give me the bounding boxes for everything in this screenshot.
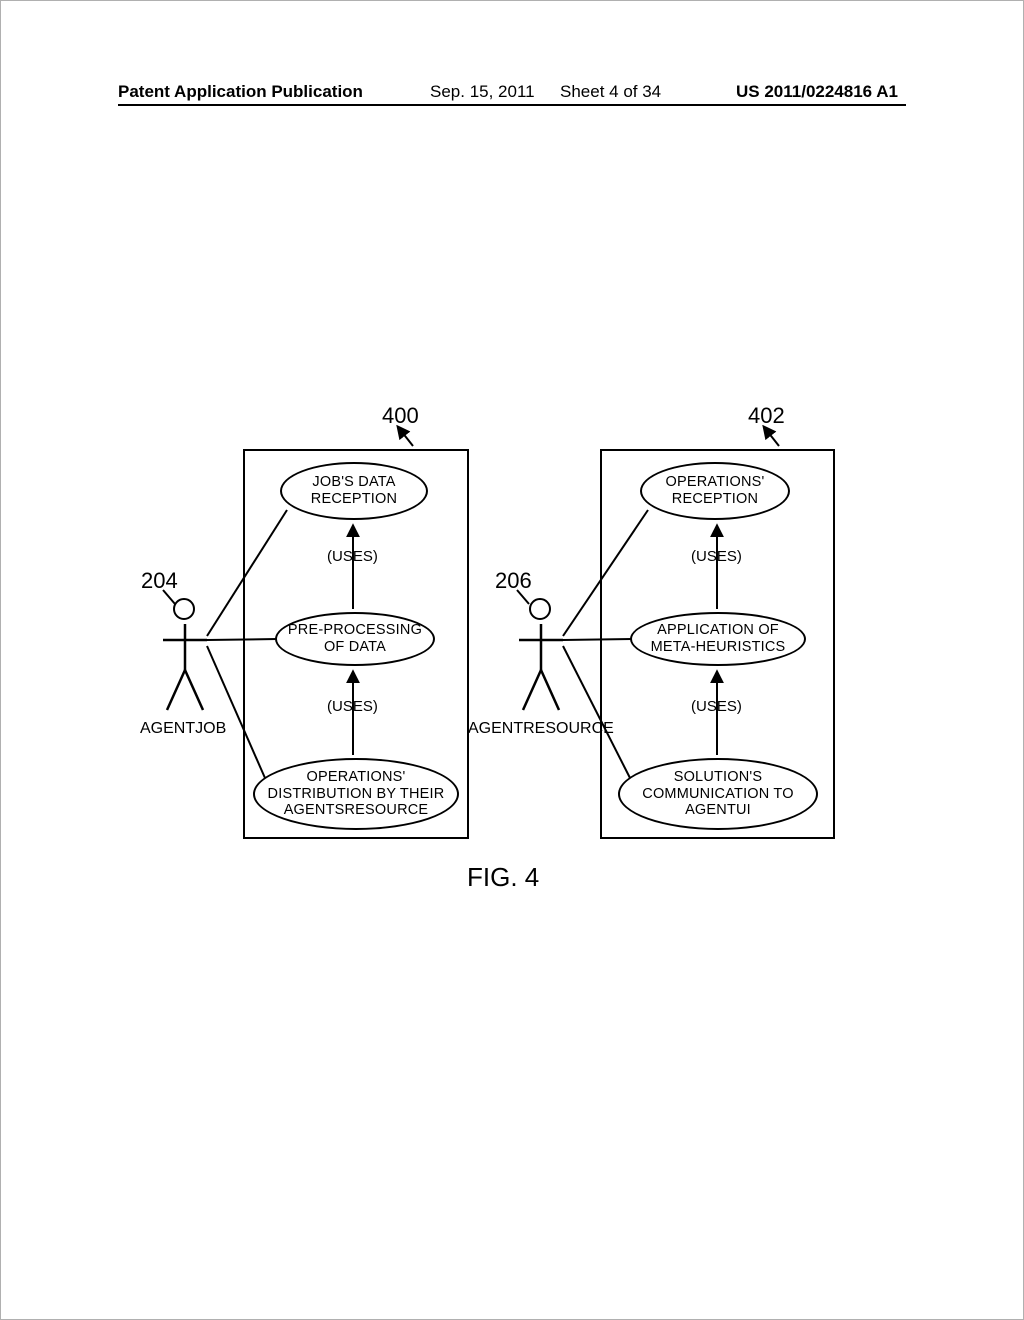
connector-layer	[0, 0, 1024, 1320]
